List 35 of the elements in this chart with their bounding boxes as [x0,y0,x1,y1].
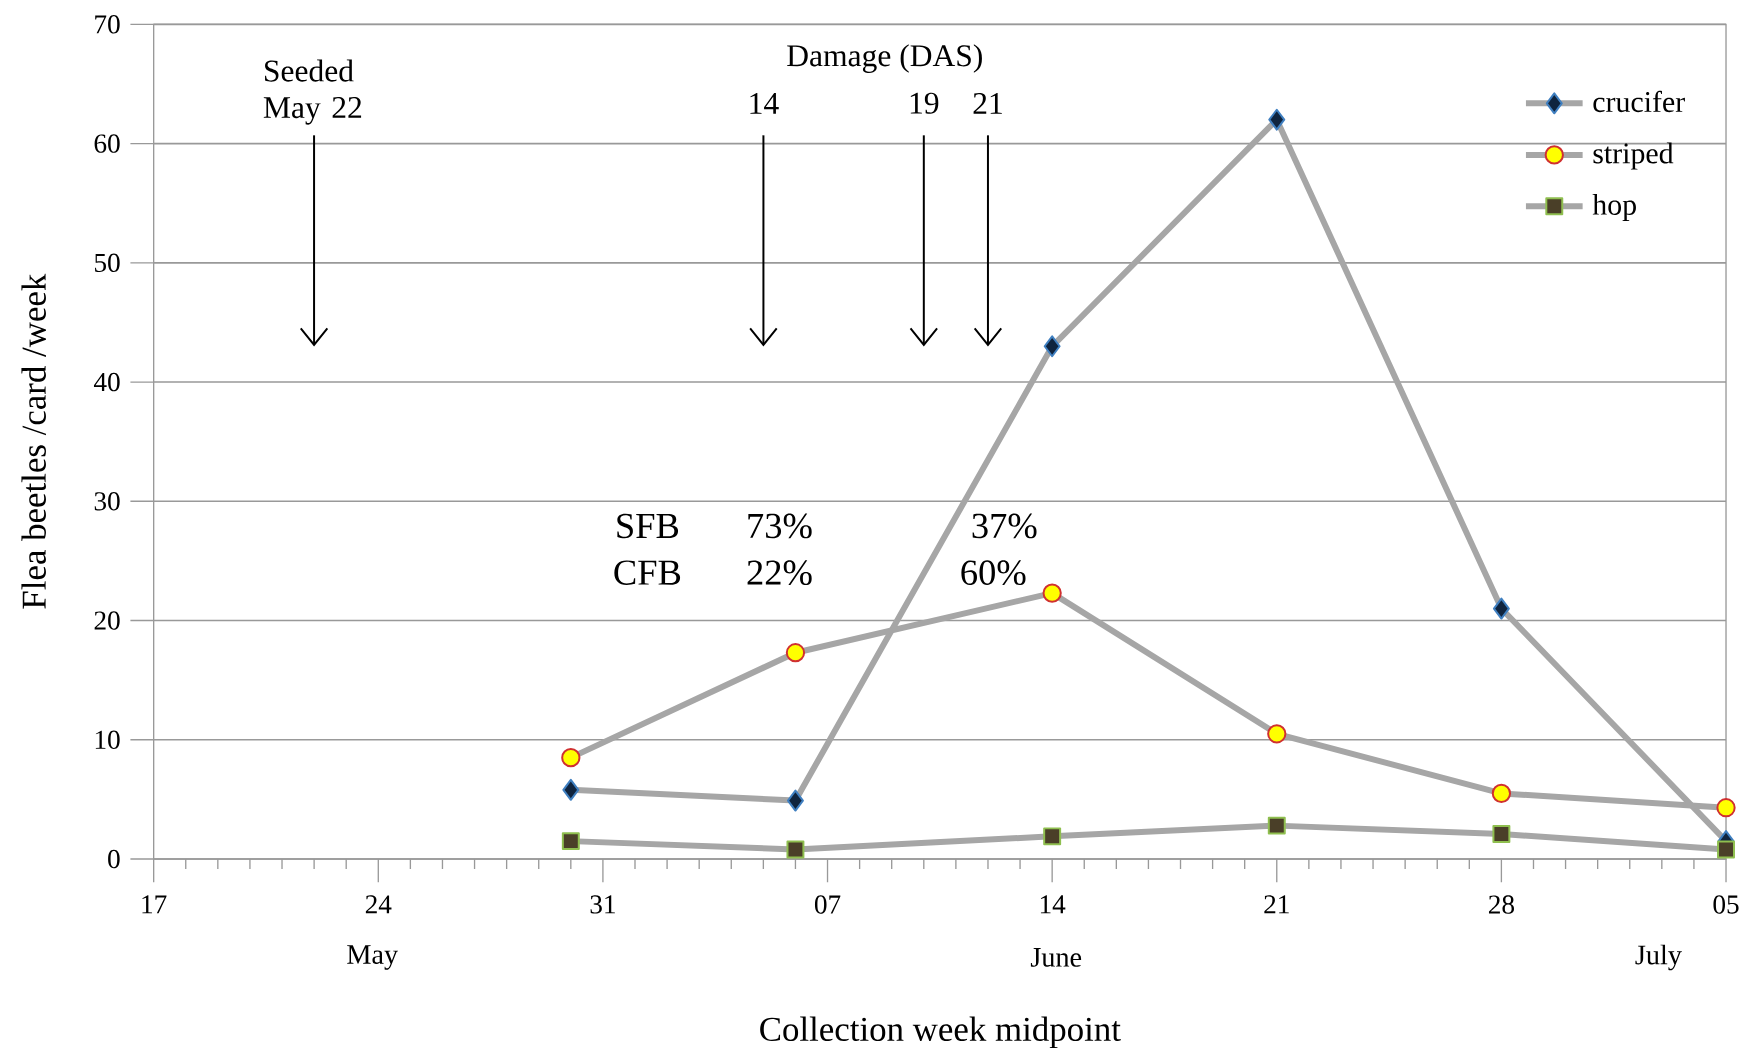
x-tick-label: 14 [1040,895,1066,914]
legend-label: striped [1593,142,1674,170]
y-tick-label: 20 [94,611,120,630]
legend-label: hop [1592,193,1636,221]
annotation: 21 [973,92,1002,114]
x-tick-label: 07 [814,895,841,914]
y-tick-label: 10 [95,730,120,749]
y-axis-title: Flea beetles /card /week [21,273,46,609]
y-tick-label: 50 [95,253,120,272]
y-tick-label: 0 [108,849,120,869]
y-tick-label: 60 [94,134,120,153]
annotation: SFB [617,513,679,539]
text: June [1030,948,1082,967]
text: July [1635,944,1682,971]
text: May [347,945,398,970]
y-tick-label: 70 [95,15,120,34]
x-tick-label: 17 [142,895,167,914]
annotation: Seeded May 22 [263,59,362,125]
y-tick-label: 40 [93,372,120,392]
y-tick-label: 30 [94,492,120,511]
annotation: 14 [750,92,779,114]
annotation: Damage (DAS) [787,44,982,73]
annotation: 22% [747,560,812,586]
annotation: 60% [961,560,1026,586]
annotation: 73% [748,513,812,539]
x-tick-label: 05 [1713,895,1739,914]
annotation: 37% [972,513,1037,539]
x-tick-label: 21 [1264,895,1289,914]
x-tick-label: 31 [590,895,615,914]
annotation: CFB [614,560,681,585]
legend-label: crucifer [1593,90,1685,113]
x-axis-title: Collection week midpoint [760,1016,1121,1049]
x-tick-label: 24 [365,895,392,914]
x-tick-label: 28 [1488,895,1514,914]
annotation: 19 [910,92,939,114]
